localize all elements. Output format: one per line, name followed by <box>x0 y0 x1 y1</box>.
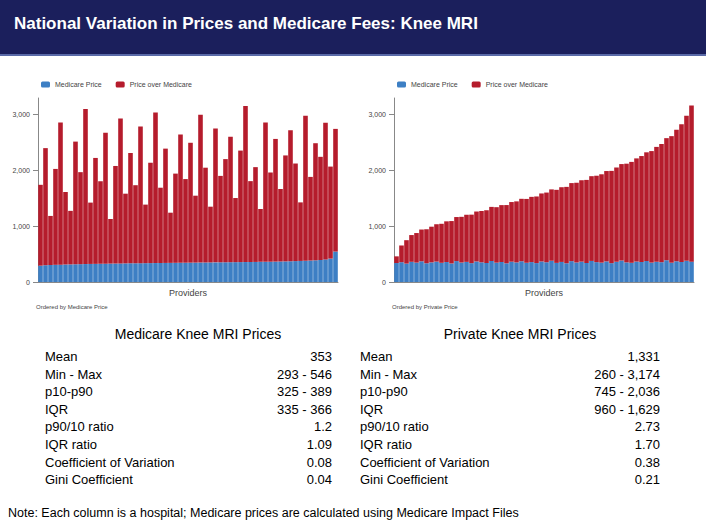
html-text:Min - Max: Min - Max <box>45 366 103 382</box>
html-text:325 - 389: 325 - 389 <box>277 384 332 400</box>
html-text:National Variation in Prices a: National Variation in Prices and Medicar… <box>14 14 478 33</box>
svg-text:1,000: 1,000 <box>12 223 30 230</box>
html-text:Gini Coefficient: Gini Coefficient <box>45 472 133 488</box>
svg-text:Medicare Price: Medicare Price <box>411 81 458 88</box>
html-text:745 - 2,036: 745 - 2,036 <box>594 384 660 400</box>
html-text:Mean: Mean <box>45 349 78 364</box>
html-text:Private Knee MRI Prices: Private Knee MRI Prices <box>443 326 597 342</box>
html-text:IQR ratio: IQR ratio <box>45 437 97 452</box>
html-text:Coefficient of Variation: Coefficient of Variation <box>360 454 490 470</box>
svg-text:2,000: 2,000 <box>368 167 386 174</box>
html-text:IQR: IQR <box>360 401 384 417</box>
svg-text:3,000: 3,000 <box>368 111 386 118</box>
html-text:p90/10 ratio: p90/10 ratio <box>360 419 429 435</box>
html-text:960 - 1,629: 960 - 1,629 <box>594 401 660 417</box>
svg-text:0: 0 <box>26 279 30 286</box>
html-text:0.08: 0.08 <box>306 454 332 470</box>
html-text:1,331: 1,331 <box>627 349 660 364</box>
html-text:0.04: 0.04 <box>306 472 332 488</box>
html-text:IQR: IQR <box>45 401 69 417</box>
svg-text:Price over Medicare: Price over Medicare <box>486 81 548 88</box>
html-text:p10-p90: p10-p90 <box>360 384 408 400</box>
svg-text:3,000: 3,000 <box>12 111 30 118</box>
html-text:293 - 546: 293 - 546 <box>277 366 332 382</box>
html-text:Min - Max: Min - Max <box>360 366 418 382</box>
html-text:2.73: 2.73 <box>634 419 660 435</box>
svg-text:0: 0 <box>382 279 386 286</box>
svg-text:Providers: Providers <box>525 288 564 298</box>
html-text:335 - 366: 335 - 366 <box>277 401 332 417</box>
html-text:1.09: 1.09 <box>306 437 332 452</box>
html-text:1.2: 1.2 <box>313 419 332 435</box>
svg-text:1,000: 1,000 <box>368 223 386 230</box>
html-text:1.70: 1.70 <box>634 437 660 452</box>
svg-text:2,000: 2,000 <box>12 167 30 174</box>
html-text:0.21: 0.21 <box>634 472 660 488</box>
html-text:0.38: 0.38 <box>634 454 660 470</box>
svg-text:Medicare Price: Medicare Price <box>55 81 102 88</box>
html-text:Coefficient of Variation: Coefficient of Variation <box>45 454 175 470</box>
html-text:260 - 3,174: 260 - 3,174 <box>594 366 660 382</box>
html-text:p90/10 ratio: p90/10 ratio <box>45 419 114 435</box>
html-text:Mean: Mean <box>360 349 393 364</box>
html-text:Gini Coefficient: Gini Coefficient <box>360 472 448 488</box>
html-text:353: 353 <box>310 349 332 364</box>
svg-text:Ordered by Medicare Price: Ordered by Medicare Price <box>36 304 108 310</box>
html-text:IQR ratio: IQR ratio <box>360 437 412 452</box>
html-text:Note: Each column is a hospita: Note: Each column is a hospital; Medicar… <box>8 506 519 520</box>
svg-text:Price over Medicare: Price over Medicare <box>130 81 192 88</box>
html-text:p10-p90: p10-p90 <box>45 384 93 400</box>
svg-text:Ordered by Private Price: Ordered by Private Price <box>392 304 458 310</box>
html-text:Medicare Knee MRI Prices: Medicare Knee MRI Prices <box>114 326 282 342</box>
svg-text:Providers: Providers <box>169 288 208 298</box>
